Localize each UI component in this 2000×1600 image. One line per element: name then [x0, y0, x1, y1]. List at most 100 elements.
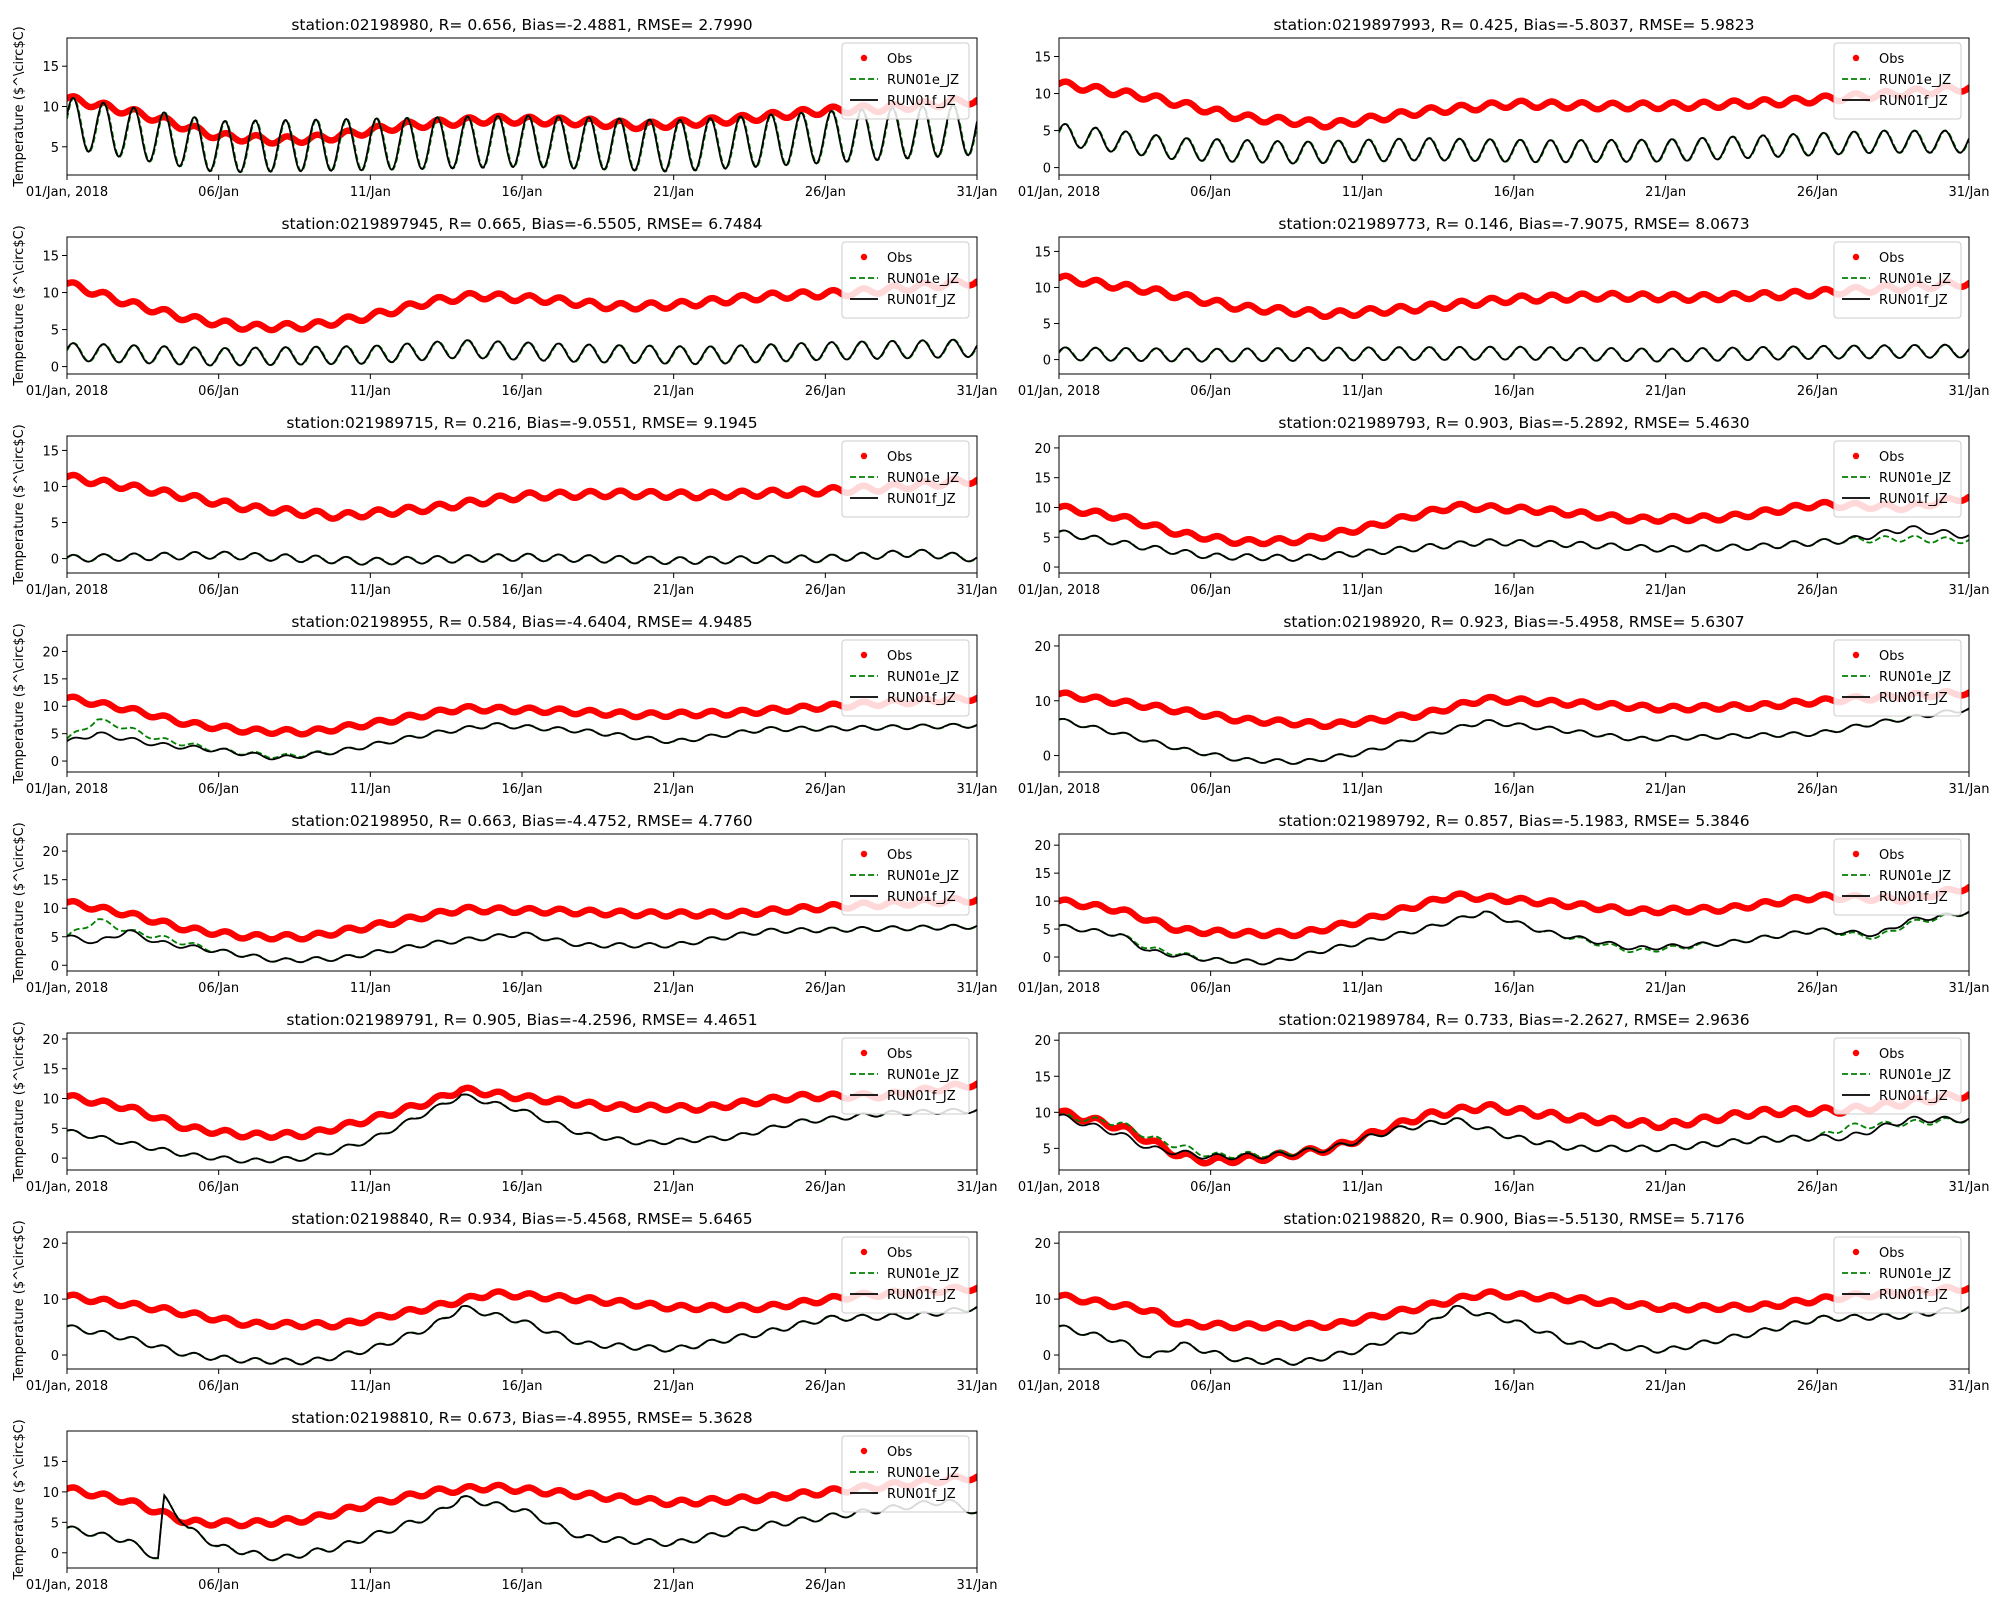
x-tick-label: 16/Jan — [502, 583, 543, 598]
run01f-series-line — [67, 96, 977, 174]
chart-panel: 01/Jan, 2018 06/Jan 11/Jan 16/Jan 21/Jan 26/J… — [1018, 414, 1990, 598]
x-tick-label: 01/Jan, 2018 — [1018, 185, 1100, 200]
legend-label: RUN01f_JZ — [1879, 293, 1948, 308]
data-layer — [67, 276, 977, 367]
legend: Obs RUN01e_JZ RUN01f_JZ — [841, 241, 970, 319]
y-tick-label: 5 — [51, 324, 59, 339]
y-tick-label: 0 — [1043, 354, 1051, 369]
legend-label: RUN01f_JZ — [887, 94, 956, 109]
x-tick-label: 21/Jan — [1645, 384, 1686, 399]
legend-obs-marker — [1852, 54, 1860, 62]
chart-title: station:021989715, R= 0.216, Bias=-9.055… — [286, 414, 757, 432]
x-tick-label: 16/Jan — [502, 185, 543, 200]
plot-frame — [66, 435, 978, 574]
legend-label: Obs — [887, 52, 912, 67]
y-tick-label: 10 — [1034, 88, 1051, 103]
x-tick-label: 11/Jan — [1342, 384, 1383, 399]
obs-point — [973, 96, 977, 104]
x-tick-label: 01/Jan, 2018 — [26, 583, 108, 598]
chart-title: station:0219897993, R= 0.425, Bias=-5.80… — [1273, 16, 1754, 34]
obs-series — [1059, 493, 1969, 548]
legend: Obs RUN01e_JZ RUN01f_JZ — [1833, 241, 1962, 319]
obs-point — [973, 476, 977, 484]
legend-obs-marker — [860, 253, 868, 261]
x-tick-label: 06/Jan — [198, 384, 239, 399]
data-layer — [1059, 493, 1969, 562]
y-axis-label: Temperature ($^\circ$C) — [12, 26, 27, 187]
legend-label: Obs — [1879, 52, 1904, 67]
obs-series — [67, 276, 977, 334]
y-tick-label: 0 — [51, 361, 59, 376]
x-tick-label: 11/Jan — [350, 185, 391, 200]
run01f-series-line — [67, 338, 977, 367]
y-tick-label: 5 — [51, 517, 59, 532]
legend-label: RUN01f_JZ — [887, 492, 956, 507]
y-tick-label: 10 — [42, 287, 59, 302]
x-tick-label: 21/Jan — [653, 384, 694, 399]
y-axis-label: Temperature ($^\circ$C) — [12, 225, 27, 386]
chart-panel: 01/Jan, 2018 06/Jan 11/Jan 16/Jan 21/Jan 26/J… — [1018, 215, 1990, 399]
x-tick-label: 16/Jan — [1494, 185, 1535, 200]
x-tick-label: 31/Jan — [1949, 185, 1990, 200]
x-tick-label: 11/Jan — [350, 583, 391, 598]
legend: Obs RUN01e_JZ RUN01f_JZ — [1833, 42, 1962, 120]
chart-panel: 01/Jan, 2018 06/Jan 11/Jan 16/Jan 21/Jan 26/J… — [12, 16, 997, 200]
x-tick-label: 26/Jan — [805, 583, 846, 598]
y-tick-label: 10 — [1034, 281, 1051, 296]
y-tick-label: 15 — [42, 250, 59, 265]
y-axis-label: Temperature ($^\circ$C) — [12, 424, 27, 585]
run01f-series-line — [67, 548, 977, 566]
x-tick-label: 01/Jan, 2018 — [26, 185, 108, 200]
chart-title: station:0219897945, R= 0.665, Bias=-6.55… — [281, 215, 762, 233]
legend-label: Obs — [887, 450, 912, 465]
y-tick-label: 5 — [1043, 125, 1051, 140]
x-tick-label: 16/Jan — [1494, 384, 1535, 399]
x-tick-label: 06/Jan — [198, 583, 239, 598]
y-tick-label: 15 — [42, 444, 59, 459]
x-tick-label: 06/Jan — [198, 185, 239, 200]
y-tick-label: 15 — [42, 60, 59, 75]
y-tick-label: 5 — [1043, 318, 1051, 333]
y-tick-label: 10 — [42, 480, 59, 495]
x-tick-label: 31/Jan — [957, 583, 998, 598]
chart-panel: 01/Jan, 2018 06/Jan 11/Jan 16/Jan 21/Jan 26/J… — [12, 414, 997, 598]
y-tick-label: 15 — [1034, 51, 1051, 66]
run01f-series-line — [1059, 343, 1969, 363]
legend-label: RUN01f_JZ — [1879, 94, 1948, 109]
y-tick-label: 10 — [42, 101, 59, 116]
legend-label: RUN01e_JZ — [1879, 73, 1951, 88]
legend-label: RUN01e_JZ — [887, 73, 959, 88]
x-tick-label: 01/Jan, 2018 — [1018, 384, 1100, 399]
x-tick-label: 06/Jan — [1190, 185, 1231, 200]
x-tick-label: 31/Jan — [957, 185, 998, 200]
x-tick-label: 16/Jan — [502, 384, 543, 399]
obs-point — [973, 278, 977, 285]
legend-label: Obs — [1879, 251, 1904, 266]
legend: Obs RUN01e_JZ RUN01f_JZ — [841, 440, 970, 518]
legend-label: RUN01e_JZ — [887, 272, 959, 287]
x-tick-label: 26/Jan — [1797, 384, 1838, 399]
x-tick-label: 26/Jan — [805, 185, 846, 200]
x-tick-label: 31/Jan — [1949, 384, 1990, 399]
y-tick-label: 0 — [51, 553, 59, 568]
chart-panel: 01/Jan, 2018 06/Jan 11/Jan 16/Jan 21/Jan 26/J… — [12, 215, 997, 399]
legend-label: RUN01e_JZ — [887, 471, 959, 486]
legend-label: Obs — [887, 251, 912, 266]
legend-obs-marker — [860, 452, 868, 460]
chart-title: station:02198980, R= 0.656, Bias=-2.4881… — [291, 16, 752, 34]
y-tick-label: 15 — [1034, 245, 1051, 260]
x-tick-label: 26/Jan — [1797, 185, 1838, 200]
chart-title: station:021989773, R= 0.146, Bias=-7.907… — [1278, 215, 1749, 233]
x-tick-label: 01/Jan, 2018 — [26, 384, 108, 399]
obs-point — [1965, 84, 1969, 91]
x-tick-label: 06/Jan — [1190, 384, 1231, 399]
x-tick-label: 21/Jan — [653, 185, 694, 200]
legend-label: RUN01e_JZ — [1879, 272, 1951, 287]
legend-label: RUN01f_JZ — [887, 293, 956, 308]
x-tick-label: 11/Jan — [350, 384, 391, 399]
data-layer — [67, 471, 977, 566]
x-tick-label: 26/Jan — [805, 384, 846, 399]
legend: Obs RUN01e_JZ RUN01f_JZ — [841, 42, 970, 120]
legend-obs-marker — [1852, 253, 1860, 261]
